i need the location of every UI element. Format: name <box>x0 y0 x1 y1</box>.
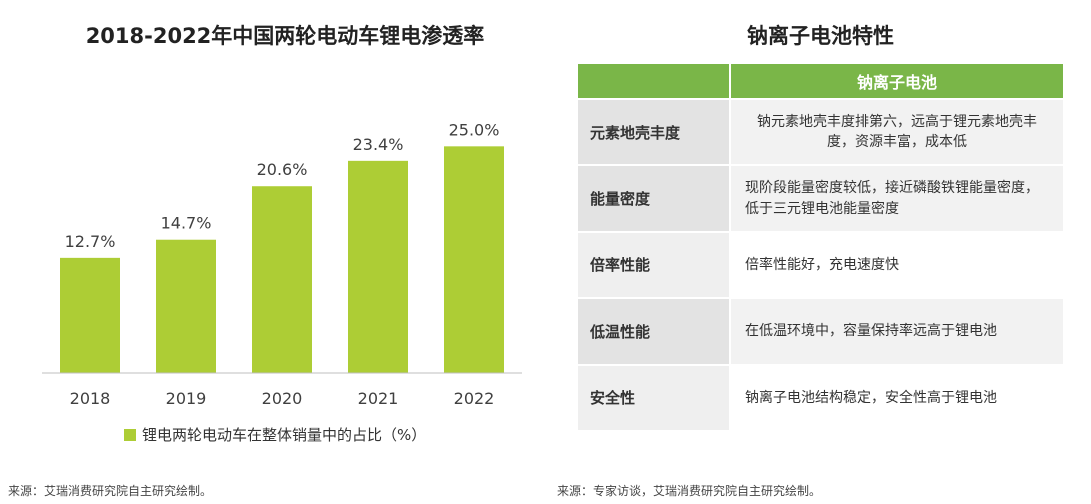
x-tick-label-2022: 2022 <box>454 389 495 408</box>
row-desc: 钠元素地壳丰度排第六，远高于锂元素地壳丰度，资源丰富，成本低 <box>731 100 1063 165</box>
data-label-2020: 20.6% <box>257 160 308 179</box>
table-row: 能量密度 现阶段能量密度较低，接近磷酸铁锂能量密度，低于三元锂电池能量密度 <box>578 166 1063 231</box>
x-tick-label-2021: 2021 <box>358 389 399 408</box>
data-label-2022: 25.0% <box>449 120 500 139</box>
data-label-2019: 14.7% <box>161 214 212 233</box>
chart-title: 2018-2022年中国两轮电动车锂电渗透率 <box>85 24 485 48</box>
row-desc: 在低温环境中，容量保持率远高于锂电池 <box>731 299 1063 364</box>
bar-2020 <box>252 186 312 373</box>
row-label: 能量密度 <box>578 166 729 231</box>
bar-chart: 12.7% 2018 14.7% 2019 20.6% 2020 23.4% 2021 25.0… <box>42 120 522 408</box>
data-label-2021: 23.4% <box>353 135 404 154</box>
chart-legend: 锂电两轮电动车在整体销量中的占比（%） <box>124 424 426 445</box>
table-title: 钠离子电池特性 <box>747 24 894 48</box>
x-tick-label-2019: 2019 <box>166 389 207 408</box>
bar-2021 <box>348 160 408 373</box>
table-row: 倍率性能 倍率性能好，充电速度快 <box>578 232 1063 298</box>
row-label: 倍率性能 <box>578 232 729 298</box>
row-label: 低温性能 <box>578 299 729 364</box>
bar-2019 <box>156 239 216 373</box>
source-note-right: 来源：专家访谈，艾瑞消费研究院自主研究绘制。 <box>557 484 822 498</box>
legend-label: 锂电两轮电动车在整体销量中的占比（%） <box>142 426 427 444</box>
row-label: 安全性 <box>578 365 729 430</box>
table-row: 安全性 钠离子电池结构稳定，安全性高于锂电池 <box>578 365 1063 430</box>
legend-swatch <box>124 428 136 441</box>
row-desc: 倍率性能好，充电速度快 <box>731 232 1063 298</box>
x-tick-label-2020: 2020 <box>262 389 303 408</box>
x-tick-label-2018: 2018 <box>70 389 111 408</box>
table-row: 低温性能 在低温环境中，容量保持率远高于锂电池 <box>578 299 1063 364</box>
data-label-2018: 12.7% <box>65 232 116 251</box>
row-desc: 钠离子电池结构稳定，安全性高于锂电池 <box>731 365 1063 430</box>
table-header-row: 钠离子电池 <box>578 64 1063 98</box>
table-row: 元素地壳丰度 钠元素地壳丰度排第六，远高于锂元素地壳丰度，资源丰富，成本低 <box>578 100 1063 165</box>
table-header-cell: 钠离子电池 <box>731 64 1063 98</box>
source-note-left: 来源：艾瑞消费研究院自主研究绘制。 <box>8 484 213 498</box>
characteristics-table: 钠离子电池 元素地壳丰度 钠元素地壳丰度排第六，远高于锂元素地壳丰度，资源丰富，… <box>578 64 1063 430</box>
table-header-blank <box>578 64 729 98</box>
row-label: 元素地壳丰度 <box>578 100 729 165</box>
bar-2022 <box>444 146 504 373</box>
row-desc: 现阶段能量密度较低，接近磷酸铁锂能量密度，低于三元锂电池能量密度 <box>731 166 1063 231</box>
bar-2018 <box>60 257 120 373</box>
